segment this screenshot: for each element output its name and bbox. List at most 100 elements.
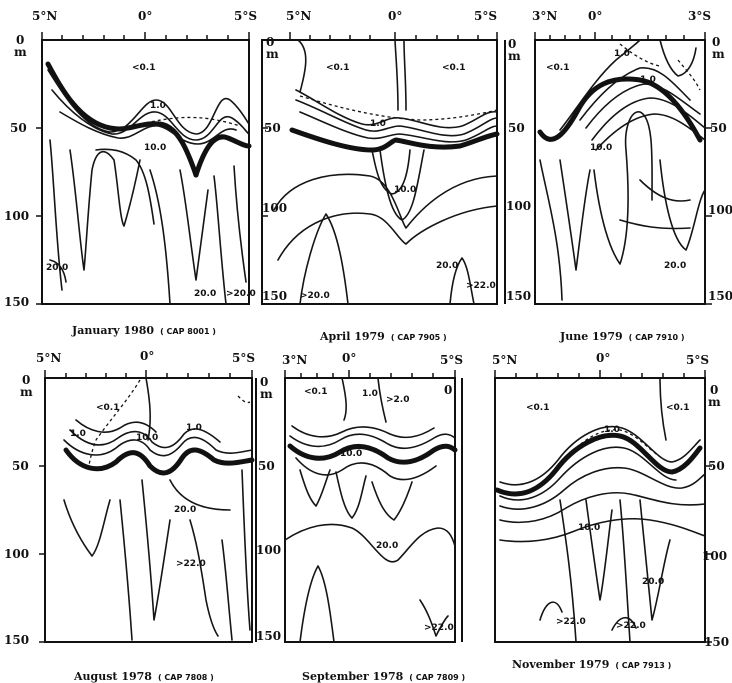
depth-unit: m xyxy=(260,387,273,401)
lat-label-south: 5°S xyxy=(440,353,463,367)
lat-label-north: 5°N xyxy=(32,9,57,23)
contour-label-lt01: <0.1 xyxy=(132,63,155,73)
contour-label-lt01b: <0.1 xyxy=(666,403,689,413)
depth-tick-150: 150 xyxy=(506,289,531,303)
contour-label-10: 10.0 xyxy=(394,185,416,195)
panel-caption: June 1979( CAP 7910 ) xyxy=(559,330,685,343)
depth-tick-100: 100 xyxy=(256,543,281,557)
contour-label-20: 20.0 xyxy=(46,263,68,273)
contour-label-20: 20.0 xyxy=(376,541,398,551)
depth-tick-50: 50 xyxy=(12,459,29,473)
contour-label-lt01: <0.1 xyxy=(526,403,549,413)
lat-label-south: 5°S xyxy=(234,9,257,23)
contour-label-gt20: >20.0 xyxy=(226,289,256,299)
panel-frame xyxy=(495,378,705,642)
depth-tick-150: 150 xyxy=(262,289,287,303)
lat-label-south: 5°S xyxy=(474,9,497,23)
contour-lines xyxy=(64,378,252,640)
contour-label-20: 20.0 xyxy=(664,261,686,271)
depth-unit: m xyxy=(20,385,33,399)
contour-label-gt2: >2.0 xyxy=(386,395,409,405)
lat-label-equator: 0° xyxy=(596,351,610,365)
lat-label-south: 5°S xyxy=(686,353,709,367)
contour-label-1b: 1.0 xyxy=(640,75,656,85)
contour-label-10: 10.0 xyxy=(578,523,600,533)
depth-tick-150: 150 xyxy=(4,295,29,309)
lat-label-equator: 0° xyxy=(342,351,356,365)
contour-label-lt01: <0.1 xyxy=(546,63,569,73)
contour-label-1: 1.0 xyxy=(604,425,620,435)
contour-label-10: 10.0 xyxy=(144,143,166,153)
depth-tick-150-right: 150 xyxy=(708,289,732,303)
panel-caption: November 1979( CAP 7913 ) xyxy=(512,658,671,671)
contour-label-gt22b: >22.0 xyxy=(616,621,646,631)
depth-tick-100-right: 100 xyxy=(702,549,727,563)
contour-label-10: 10.0 xyxy=(340,449,362,459)
panel-september-1978: 3°N 0° 5°S 0 m 50 100 150 0 <0.1 1.0 >2.… xyxy=(256,351,465,683)
panel-june-1979: 3°N 0° 3°S 0 m 50 100 150 0 m 50 100 150 xyxy=(505,9,732,343)
depth-tick-100-right: 100 xyxy=(708,203,732,217)
depth-tick-150-right: 150 xyxy=(704,635,729,649)
lat-label-equator: 0° xyxy=(388,9,402,23)
contour-lines xyxy=(48,64,249,304)
contour-label-1: 1.0 xyxy=(614,49,630,59)
contour-label-gt22: >22.0 xyxy=(424,623,454,633)
depth-unit-right: m xyxy=(708,395,721,409)
panel-november-1979: 5°N 0° 5°S 0 m 50 100 150 <0.1 <0.1 1.0 … xyxy=(492,351,729,671)
lat-label-equator: 0° xyxy=(138,9,152,23)
contour-label-20: 20.0 xyxy=(642,577,664,587)
contour-label-gt22: >22.0 xyxy=(466,281,496,291)
contour-label-gt22: >22.0 xyxy=(176,559,206,569)
depth-tick-50: 50 xyxy=(264,121,281,135)
lat-label-north: 3°N xyxy=(532,9,557,23)
depth-unit-right: m xyxy=(712,47,725,61)
depth-tick-50: 50 xyxy=(508,121,525,135)
depth-tick-100: 100 xyxy=(4,209,29,223)
depth-tick-50-right: 50 xyxy=(708,459,725,473)
contour-label-gt22: >22.0 xyxy=(556,617,586,627)
contour-label-1b: 1.0 xyxy=(186,423,202,433)
contour-label-1: 1.0 xyxy=(150,101,166,111)
contour-label-10: 10.0 xyxy=(136,433,158,443)
panel-august-1978: 5°N 0° 5°S 0 m 50 100 150 <0.1 1.0 1.0 1… xyxy=(4,349,255,683)
depth-unit: m xyxy=(14,45,27,59)
depth-tick-100: 100 xyxy=(506,199,531,213)
panel-caption: August 1978( CAP 7808 ) xyxy=(73,670,214,683)
panel-caption: September 1978( CAP 7809 ) xyxy=(302,670,465,683)
panel-caption: April 1979( CAP 7905 ) xyxy=(319,330,447,343)
panel-caption: January 1980( CAP 8001 ) xyxy=(71,324,216,337)
contour-label-lt01: <0.1 xyxy=(326,63,349,73)
lat-label-south: 3°S xyxy=(688,9,711,23)
depth-unit: m xyxy=(266,47,279,61)
contour-label-lt01: <0.1 xyxy=(304,387,327,397)
lat-label-north: 5°N xyxy=(492,353,517,367)
depth-tick-150: 150 xyxy=(256,629,281,643)
contour-label-gt20: >20.0 xyxy=(300,291,330,301)
contour-lines xyxy=(497,378,705,642)
depth-tick-50: 50 xyxy=(258,459,275,473)
lat-label-north: 5°N xyxy=(286,9,311,23)
depth-unit: m xyxy=(508,49,521,63)
panel-january-1980: 5°N 0° 5°S 0 m 50 100 150 <0.1 1.0 10.0 … xyxy=(4,9,257,337)
panel-frame xyxy=(262,40,497,304)
contour-label-1: 1.0 xyxy=(70,429,86,439)
contour-label-lt01: <0.1 xyxy=(96,403,119,413)
contour-label-1: 1.0 xyxy=(370,119,386,129)
contour-label-10: 10.0 xyxy=(590,143,612,153)
contour-label-1: 1.0 xyxy=(362,389,378,399)
contour-lines xyxy=(274,40,497,304)
panel-frame xyxy=(285,378,455,642)
contour-label-20b: 20.0 xyxy=(194,289,216,299)
lat-label-north: 5°N xyxy=(36,351,61,365)
depth-tick-0-right: 0 xyxy=(444,383,452,397)
contour-label-20: 20.0 xyxy=(174,505,196,515)
contour-label-20: 20.0 xyxy=(436,261,458,271)
contour-lines xyxy=(285,378,455,642)
depth-tick-100: 100 xyxy=(4,547,29,561)
panel-april-1979: 5°N 0° 5°S 0 m 50 100 150 <0.1 <0.1 1 xyxy=(262,9,497,343)
lat-label-north: 3°N xyxy=(282,353,307,367)
lat-label-south: 5°S xyxy=(232,351,255,365)
contour-label-lt01b: <0.1 xyxy=(442,63,465,73)
depth-tick-50: 50 xyxy=(10,121,27,135)
